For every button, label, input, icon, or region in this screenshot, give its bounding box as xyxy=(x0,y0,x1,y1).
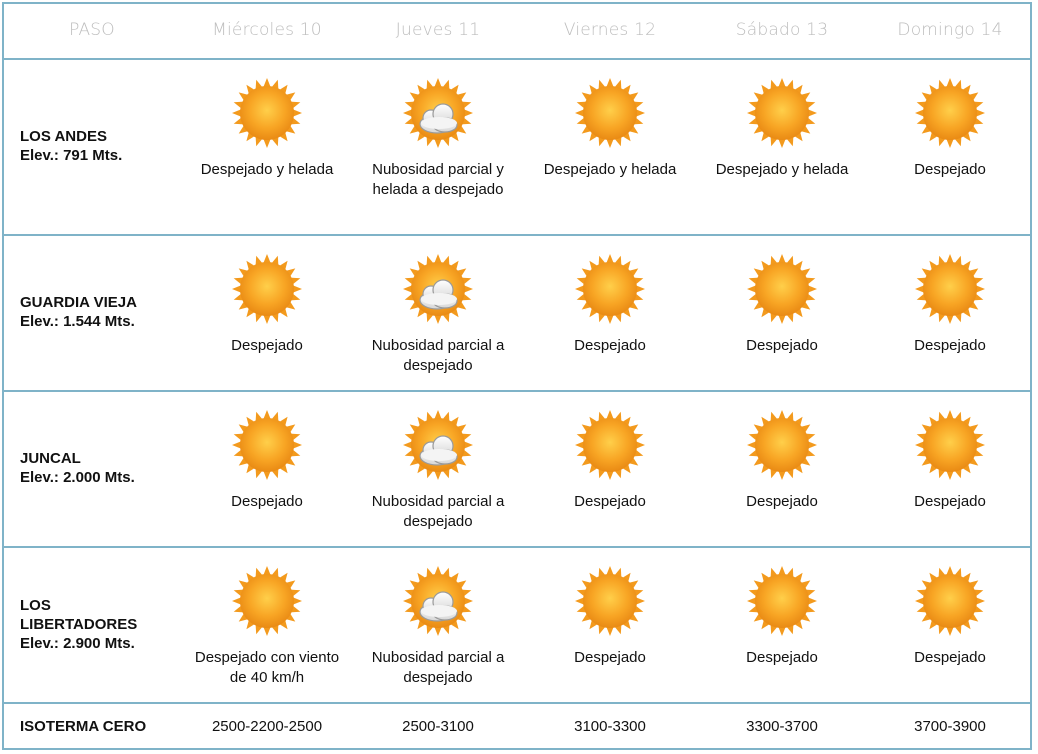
forecast-cell: Nubosidad parcial a despejado xyxy=(352,546,524,702)
paso-name-line: Elev.: 2.000 Mts. xyxy=(20,469,135,486)
sun-icon xyxy=(230,76,304,150)
forecast-cell: Despejado xyxy=(524,234,696,390)
sun-icon xyxy=(913,252,987,326)
condition-text: Despejado xyxy=(746,493,818,510)
forecast-cell: Despejado xyxy=(868,546,1032,702)
header-day: Viernes 12 xyxy=(563,20,657,40)
sun-icon xyxy=(745,408,819,482)
sun-icon xyxy=(573,76,647,150)
paso-name-line: LIBERTADORES xyxy=(20,615,138,633)
sun-cloud-icon xyxy=(401,564,475,638)
divider xyxy=(2,58,1032,60)
forecast-cell: Despejado y helada xyxy=(696,58,868,234)
condition-text: Despejado y helada xyxy=(543,161,677,178)
condition-text: Nubosidad parcial a despejado xyxy=(371,649,505,686)
forecast-cell: Despejado xyxy=(868,390,1032,546)
sun-icon xyxy=(230,408,304,482)
condition-text: Despejado con viento de 40 km/h xyxy=(194,649,340,686)
header-day: Miércoles 10 xyxy=(212,20,322,40)
condition-text: Despejado xyxy=(914,493,986,510)
paso-name-line: Elev.: 791 Mts. xyxy=(20,147,123,164)
forecast-cell: Despejado xyxy=(868,234,1032,390)
sun-cloud-icon xyxy=(401,408,475,482)
isoterma-value: 3100-3300 xyxy=(574,717,646,735)
condition-text: Despejado xyxy=(746,649,818,666)
isoterma-label: ISOTERMA CERO xyxy=(20,717,147,735)
sun-icon xyxy=(573,564,647,638)
sun-icon xyxy=(573,408,647,482)
forecast-cell: Despejado con viento de 40 km/h xyxy=(182,546,352,702)
condition-text: Despejado y helada xyxy=(715,161,849,178)
forecast-cell: Nubosidad parcial y helada a despejado xyxy=(352,58,524,234)
paso-name-line: LOS xyxy=(20,596,51,614)
forecast-cell: Despejado xyxy=(868,58,1032,234)
condition-text: Despejado xyxy=(574,649,646,666)
sun-cloud-icon xyxy=(401,252,475,326)
paso-name-line: Elev.: 1.544 Mts. xyxy=(20,313,135,330)
condition-text: Despejado xyxy=(746,337,818,354)
condition-text: Despejado xyxy=(914,161,986,178)
isoterma-value: 3700-3900 xyxy=(914,717,986,735)
sun-icon xyxy=(913,408,987,482)
forecast-cell: Nubosidad parcial a despejado xyxy=(352,390,524,546)
sun-icon xyxy=(745,76,819,150)
paso-name: GUARDIA VIEJA Elev.: 1.544 Mts. xyxy=(2,234,182,390)
condition-text: Nubosidad parcial a despejado xyxy=(371,337,505,374)
forecast-cell: Despejado xyxy=(696,546,868,702)
sun-icon xyxy=(573,252,647,326)
isoterma-value: 2500-2200-2500 xyxy=(211,717,323,735)
paso-name-line: LOS ANDES xyxy=(20,128,107,145)
forecast-cell: Despejado xyxy=(182,234,352,390)
condition-text: Despejado y helada xyxy=(200,161,334,178)
header-day: Jueves 11 xyxy=(395,20,481,40)
forecast-cell: Despejado xyxy=(696,390,868,546)
forecast-cell: Despejado xyxy=(182,390,352,546)
condition-text: Nubosidad parcial y helada a despejado xyxy=(372,161,504,198)
forecast-cell: Despejado xyxy=(524,390,696,546)
condition-text: Despejado xyxy=(574,493,646,510)
header-paso: PASO xyxy=(69,20,115,40)
sun-icon xyxy=(745,252,819,326)
paso-name-line: JUNCAL xyxy=(20,450,81,467)
divider xyxy=(2,390,1032,392)
condition-text: Nubosidad parcial a despejado xyxy=(371,493,505,530)
header-day: Sábado 13 xyxy=(735,20,829,40)
sun-icon xyxy=(745,564,819,638)
condition-text: Despejado xyxy=(231,337,303,354)
header-day: Domingo 14 xyxy=(897,20,1003,40)
paso-name: LOS LIBERTADORES Elev.: 2.900 Mts. xyxy=(2,546,182,702)
forecast-cell: Despejado xyxy=(696,234,868,390)
forecast-cell: Despejado xyxy=(524,546,696,702)
condition-text: Despejado xyxy=(231,493,303,510)
forecast-cell: Despejado y helada xyxy=(182,58,352,234)
sun-icon xyxy=(913,76,987,150)
isoterma-value: 2500-3100 xyxy=(402,717,474,735)
forecast-cell: Nubosidad parcial a despejado xyxy=(352,234,524,390)
divider xyxy=(2,702,1032,704)
sun-icon xyxy=(230,564,304,638)
sun-icon xyxy=(230,252,304,326)
divider xyxy=(2,234,1032,236)
condition-text: Despejado xyxy=(574,337,646,354)
paso-name-line: GUARDIA VIEJA xyxy=(20,294,137,311)
forecast-cell: Despejado y helada xyxy=(524,58,696,234)
paso-name-line: Elev.: 2.900 Mts. xyxy=(20,634,135,652)
sun-cloud-icon xyxy=(401,76,475,150)
sun-icon xyxy=(913,564,987,638)
divider xyxy=(2,546,1032,548)
condition-text: Despejado xyxy=(914,337,986,354)
paso-name: LOS ANDES Elev.: 791 Mts. xyxy=(2,58,182,234)
isoterma-value: 3300-3700 xyxy=(746,717,818,735)
condition-text: Despejado xyxy=(914,649,986,666)
paso-name: JUNCAL Elev.: 2.000 Mts. xyxy=(2,390,182,546)
